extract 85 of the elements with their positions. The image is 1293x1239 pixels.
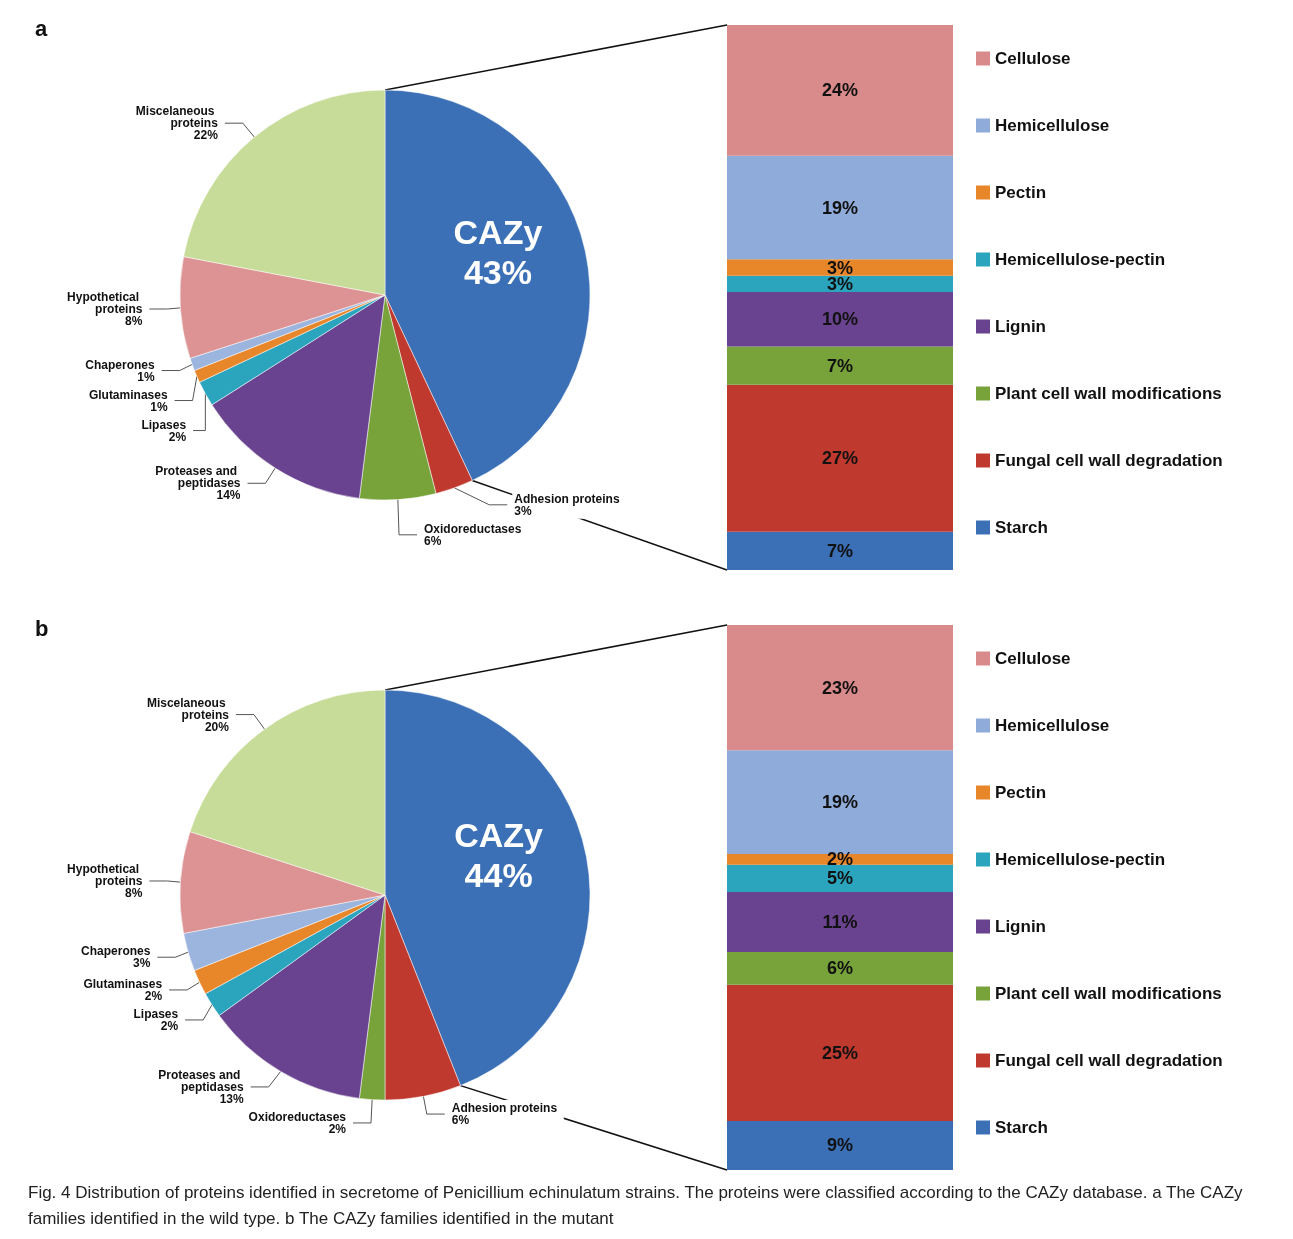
- data-label: 43%: [463, 252, 532, 291]
- data-label: 5%: [826, 868, 854, 889]
- slice-label: Chaperones: [85, 357, 156, 372]
- slice-label: Adhesion proteins: [451, 1101, 558, 1116]
- slice-label: Lipases: [133, 1006, 179, 1021]
- data-label: 24%: [821, 80, 859, 101]
- bar: [727, 984, 953, 1121]
- slice-label: Hypothetical proteins: [67, 290, 143, 316]
- data-label: 1%: [137, 369, 156, 384]
- caption: Fig. 4 Distribution of proteins identified in secretome of Penicillium echinulatum strains. The proteins were classified according to the CAZy database. a The CAZy families identified in the wild type. b The CAZy families identified in the mutant: [28, 1182, 1244, 1230]
- legend-label: Lignin: [995, 917, 1046, 936]
- data-label: 8%: [125, 314, 143, 328]
- data-label: 2%: [328, 1121, 347, 1136]
- data-label: 9%: [826, 1135, 854, 1156]
- bar: [727, 1120, 953, 1170]
- data-label: 1%: [150, 399, 168, 414]
- chart-title: a: [35, 15, 48, 41]
- data-label: 3%: [514, 503, 532, 518]
- bar: [727, 25, 953, 156]
- bar: [727, 864, 953, 893]
- legend-label: Hemicellulose: [995, 116, 1110, 135]
- data-label: 3%: [133, 956, 151, 971]
- data-label: 20%: [204, 719, 230, 734]
- legend-label: Hemicellulose-pectin: [995, 850, 1166, 869]
- bar: [727, 155, 953, 260]
- bar: [727, 275, 953, 293]
- bar: [727, 531, 953, 570]
- legend-label: Lignin: [995, 317, 1046, 336]
- data-label: 8%: [125, 886, 143, 900]
- legend-label: Hemicellulose: [995, 716, 1110, 735]
- slice-label: Glutaminases: [88, 387, 168, 402]
- data-label: 2%: [168, 429, 187, 444]
- data-label: 14%: [216, 488, 241, 503]
- legend-label: Fungal cell wall degradation: [995, 1051, 1223, 1070]
- legend-label: Hemicellulose-pectin: [995, 250, 1166, 269]
- legend-label: Fungal cell wall degradation: [995, 451, 1223, 470]
- legend-label: Cellulose: [995, 49, 1071, 68]
- slice-label: Chaperones: [81, 944, 151, 959]
- slice-label: CAZy: [453, 212, 543, 251]
- slice-label: Miscelaneous proteins: [135, 104, 219, 131]
- slice-label: Proteases and peptidases: [158, 1067, 244, 1094]
- data-label: 19%: [821, 197, 859, 218]
- data-label: 44%: [464, 856, 533, 895]
- legend-label: Pectin: [995, 783, 1047, 802]
- slice-label: Glutaminases: [83, 976, 163, 991]
- bar: [727, 892, 953, 952]
- legend-label: Plant cell wall modifications: [995, 984, 1222, 1003]
- slice-label: Lipases: [141, 417, 187, 432]
- slice-label: Oxidoreductases: [248, 1109, 347, 1124]
- slice-label: Hypothetical proteins: [67, 862, 143, 888]
- legend-label: Pectin: [995, 183, 1047, 202]
- bar: [727, 625, 953, 751]
- legend-label: Plant cell wall modifications: [995, 384, 1222, 403]
- data-label: 27%: [821, 448, 859, 469]
- data-label: 23%: [821, 677, 859, 698]
- data-label: 2%: [826, 849, 854, 870]
- data-label: 19%: [821, 792, 859, 813]
- data-label: 25%: [821, 1042, 859, 1063]
- data-label: 7%: [826, 540, 854, 561]
- bar: [727, 292, 953, 347]
- legend-label: Starch: [995, 518, 1048, 537]
- chart-title: b: [35, 615, 49, 641]
- bar: [727, 346, 953, 385]
- slice-label: Adhesion proteins: [514, 491, 620, 506]
- data-label: 22%: [193, 128, 219, 143]
- data-label: 11%: [822, 912, 858, 933]
- slice-label: CAZy: [454, 816, 544, 855]
- slice-label: Miscelaneous proteins: [146, 695, 230, 722]
- slice-label: Oxidoreductases: [424, 521, 522, 536]
- bar: [727, 952, 953, 985]
- data-label: 13%: [219, 1091, 244, 1106]
- data-label: 6%: [451, 1113, 470, 1128]
- bar: [727, 853, 953, 865]
- data-label: 6%: [826, 958, 854, 979]
- data-label: 2%: [160, 1018, 179, 1033]
- data-label: 7%: [826, 355, 854, 376]
- slice-label: Proteases and peptidases: [155, 464, 241, 491]
- data-label: 10%: [821, 309, 859, 330]
- legend-label: Starch: [995, 1118, 1048, 1137]
- data-label: 6%: [424, 533, 442, 548]
- legend-label: Cellulose: [995, 649, 1071, 668]
- bar: [727, 750, 953, 854]
- bar: [727, 384, 953, 532]
- data-label: 2%: [144, 988, 163, 1003]
- bar: [727, 259, 953, 276]
